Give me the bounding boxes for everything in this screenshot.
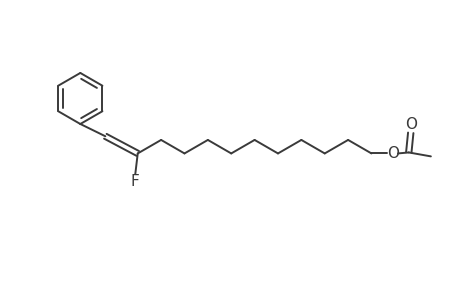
Text: O: O: [404, 117, 416, 132]
Text: O: O: [387, 146, 399, 161]
Text: F: F: [131, 174, 140, 189]
